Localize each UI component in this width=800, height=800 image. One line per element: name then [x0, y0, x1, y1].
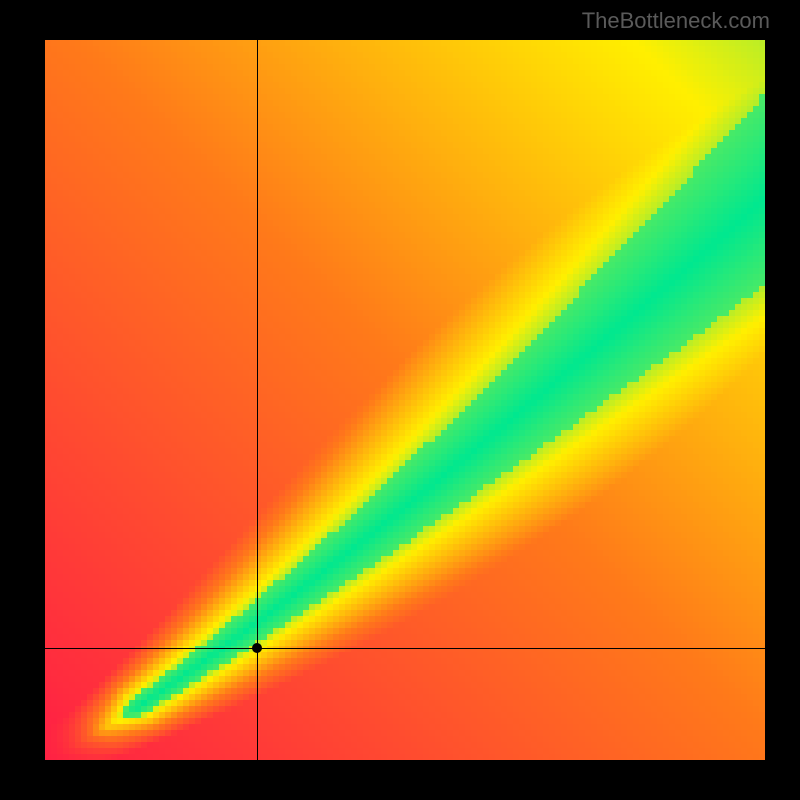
- marker-dot: [252, 643, 262, 653]
- crosshair-horizontal: [45, 648, 765, 649]
- watermark: TheBottleneck.com: [582, 8, 770, 34]
- heatmap-canvas: [45, 40, 765, 760]
